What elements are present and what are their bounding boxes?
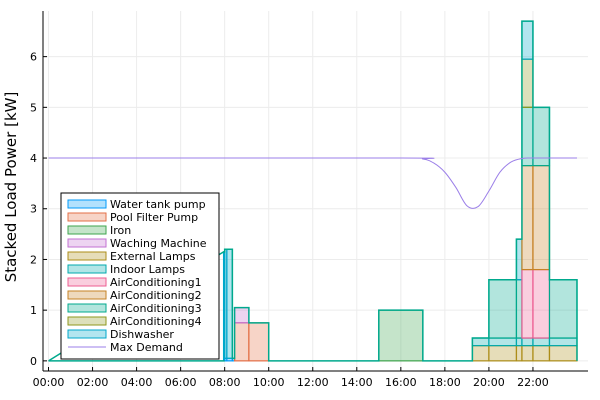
y-tick-label: 2 xyxy=(30,253,37,266)
total-load-outline xyxy=(48,20,578,362)
x-tick-label: 02:00 xyxy=(77,376,109,389)
legend-swatch xyxy=(67,303,107,313)
area-segment-external-lamps xyxy=(532,345,551,362)
x-tick-label: 18:00 xyxy=(429,376,461,389)
legend-label: Indoor Lamps xyxy=(110,263,185,276)
y-tick-label: 5 xyxy=(30,101,37,114)
y-tick-label: 4 xyxy=(30,152,37,165)
legend-swatch xyxy=(67,225,107,235)
area-segment-indoor-lamps xyxy=(521,337,534,347)
legend-label: Dishwasher xyxy=(110,328,174,341)
x-tick-labels: 00:00 02:00 04:00 06:00 08:00 10:00 12:00 14:00… xyxy=(33,376,549,389)
legend-swatch xyxy=(67,264,107,274)
area-segment-airconditioning3 xyxy=(532,106,551,167)
area-segment-dishwasher xyxy=(515,238,523,281)
area-segment-airconditioning3 xyxy=(548,279,578,339)
stack-outline xyxy=(48,20,578,362)
area-segment-airconditioning3 xyxy=(515,279,523,339)
area-segment-external-lamps xyxy=(471,345,490,362)
max-demand-series xyxy=(48,157,577,209)
area-segment-indoor-lamps xyxy=(532,337,551,347)
axes xyxy=(42,11,588,372)
area-segment-airconditioning1 xyxy=(532,268,551,339)
x-tick-label: 10:00 xyxy=(253,376,285,389)
legend-label: AirConditioning1 xyxy=(110,276,202,289)
y-tick-label: 6 xyxy=(30,51,37,64)
legend-swatch xyxy=(67,199,107,209)
area-segment-airconditioning4 xyxy=(521,58,534,108)
x-tick-label: 06:00 xyxy=(165,376,197,389)
x-tick-label: 04:00 xyxy=(121,376,153,389)
area-segment-external-lamps xyxy=(515,345,523,362)
legend-swatch xyxy=(67,238,107,248)
legend-swatch xyxy=(67,316,107,326)
area-segment-pool-filter-pump xyxy=(233,322,250,362)
area-segment-indoor-lamps xyxy=(488,337,518,347)
area-segment-iron xyxy=(378,309,424,362)
legend-label: External Lamps xyxy=(110,250,196,263)
area-segment-external-lamps xyxy=(548,345,578,362)
area-segment-dishwasher xyxy=(521,20,534,60)
legend-swatch xyxy=(67,329,107,339)
area-segment-airconditioning1 xyxy=(521,268,534,339)
legend-label: Water tank pump xyxy=(110,198,206,211)
legend-label: AirConditioning4 xyxy=(110,315,202,328)
x-tick-label: 22:00 xyxy=(517,376,549,389)
area-segment-airconditioning3 xyxy=(488,279,518,339)
y-tick-label: 1 xyxy=(30,304,37,317)
legend-label: Waching Machine xyxy=(110,237,207,250)
legend-label: AirConditioning2 xyxy=(110,289,202,302)
area-segment-external-lamps xyxy=(521,345,534,362)
legend-label: Iron xyxy=(110,224,131,237)
stacked-areas xyxy=(222,20,578,362)
y-tick-labels: 0 1 2 3 4 5 6 xyxy=(30,51,37,368)
legend-swatch xyxy=(67,251,107,261)
legend-label: Max Demand xyxy=(110,341,183,354)
y-tick-label: 3 xyxy=(30,203,37,216)
x-tick-label: 20:00 xyxy=(473,376,505,389)
legend-swatch xyxy=(67,212,107,222)
legend-swatch xyxy=(67,277,107,287)
x-tick-label: 16:00 xyxy=(385,376,417,389)
area-segment-indoor-lamps xyxy=(515,337,523,347)
x-tick-label: 00:00 xyxy=(33,376,65,389)
area-segment-airconditioning2 xyxy=(521,165,534,271)
legend-label: Pool Filter Pump xyxy=(110,211,198,224)
area-segment-indoor-lamps xyxy=(471,337,490,347)
area-segment-indoor-lamps xyxy=(548,337,578,347)
legend-label: AirConditioning3 xyxy=(110,302,202,315)
area-segment-dishwasher xyxy=(226,248,233,359)
area-segment-waching-machine xyxy=(233,307,250,324)
area-segment-external-lamps xyxy=(488,345,518,362)
area-segment-airconditioning2 xyxy=(532,165,551,271)
max-demand-line xyxy=(48,157,577,209)
area-segment-airconditioning3 xyxy=(521,106,534,167)
x-tick-label: 12:00 xyxy=(297,376,329,389)
legend-swatch xyxy=(67,290,107,300)
x-tick-label: 14:00 xyxy=(341,376,373,389)
y-tick-label: 0 xyxy=(30,355,37,368)
area-segment-pool-filter-pump xyxy=(248,322,270,362)
x-tick-label: 08:00 xyxy=(209,376,241,389)
y-axis-title: Stacked Load Power [kW] xyxy=(2,92,20,283)
